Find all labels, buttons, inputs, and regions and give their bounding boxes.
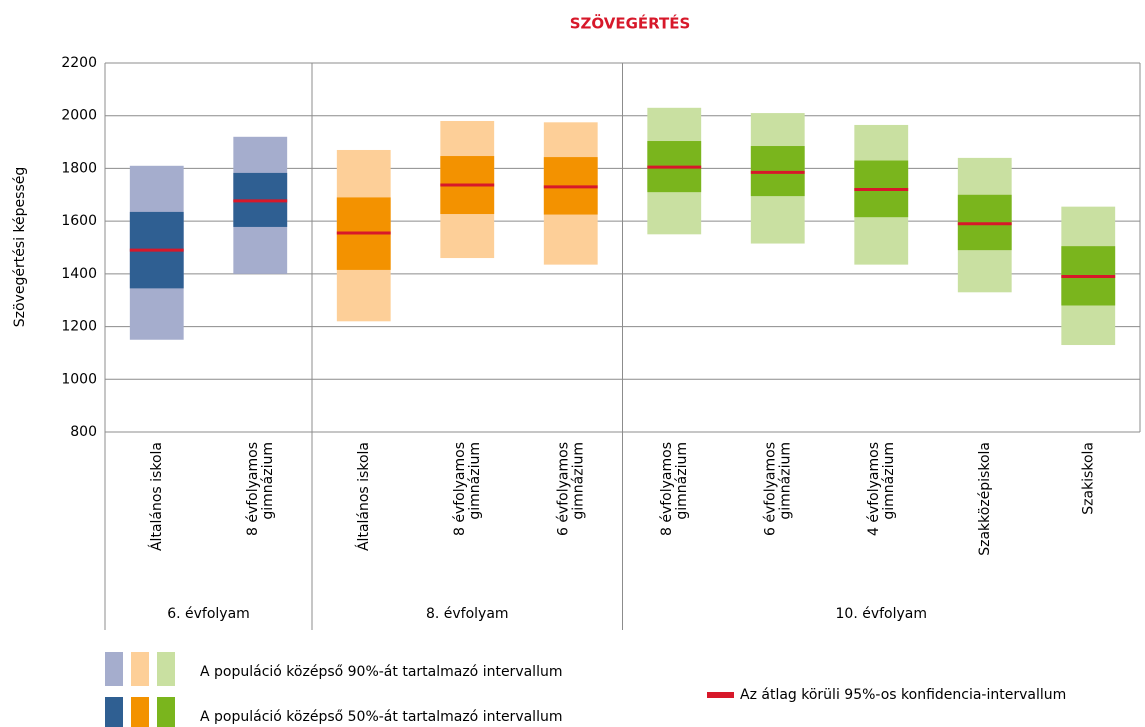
x-tick-label: gimnázium [260, 442, 276, 520]
legend-swatch [157, 697, 175, 727]
x-tick-label: 4 évfolyamos [866, 442, 882, 536]
x-tick-label: 6 évfolyamos [762, 442, 778, 536]
group-label: 10. évfolyam [836, 606, 928, 622]
x-tick-label: Szakiskola [1080, 442, 1096, 515]
legend-swatch [707, 692, 734, 698]
legend-label: Az átlag körüli 95%-os konfidencia-inter… [740, 687, 1066, 703]
x-tick-label: gimnázium [467, 442, 483, 520]
x-tick-label: 6 évfolyamos [555, 442, 571, 536]
y-tick-label: 1800 [61, 160, 97, 176]
legend-label: A populáció középső 90%-át tartalmazó in… [200, 664, 562, 680]
x-tick-label: Szakközépiskola [977, 442, 993, 556]
x-tick-label: 8 évfolyamos [245, 442, 261, 536]
y-tick-label: 2000 [61, 108, 97, 124]
legend-swatch [131, 652, 149, 686]
legend-swatch [105, 652, 123, 686]
chart-title: SZÖVEGÉRTÉS [570, 14, 691, 33]
group-label: 8. évfolyam [426, 606, 509, 622]
y-tick-label: 1200 [61, 319, 97, 335]
y-tick-label: 1600 [61, 213, 97, 229]
x-tick-label: Általános iskola [148, 442, 165, 551]
x-tick-label: 8 évfolyamos [452, 442, 468, 536]
group-label: 6. évfolyam [167, 606, 250, 622]
y-tick-label: 1400 [61, 266, 97, 282]
x-tick-label: 8 évfolyamos [659, 442, 675, 536]
x-tick-label: gimnázium [570, 442, 586, 520]
legend-swatch [105, 697, 123, 727]
legend-swatch [131, 697, 149, 727]
x-tick-label: gimnázium [881, 442, 897, 520]
x-tick-label: gimnázium [674, 442, 690, 520]
x-tick-label: Általános iskola [355, 442, 372, 551]
y-axis-label: Szövegértési képesség [12, 167, 28, 328]
legend-swatch [157, 652, 175, 686]
x-tick-label: gimnázium [777, 442, 793, 520]
legend-label: A populáció középső 50%-át tartalmazó in… [200, 709, 562, 725]
y-tick-label: 800 [70, 424, 97, 440]
y-tick-label: 1000 [61, 371, 97, 387]
y-tick-label: 2200 [61, 55, 97, 71]
